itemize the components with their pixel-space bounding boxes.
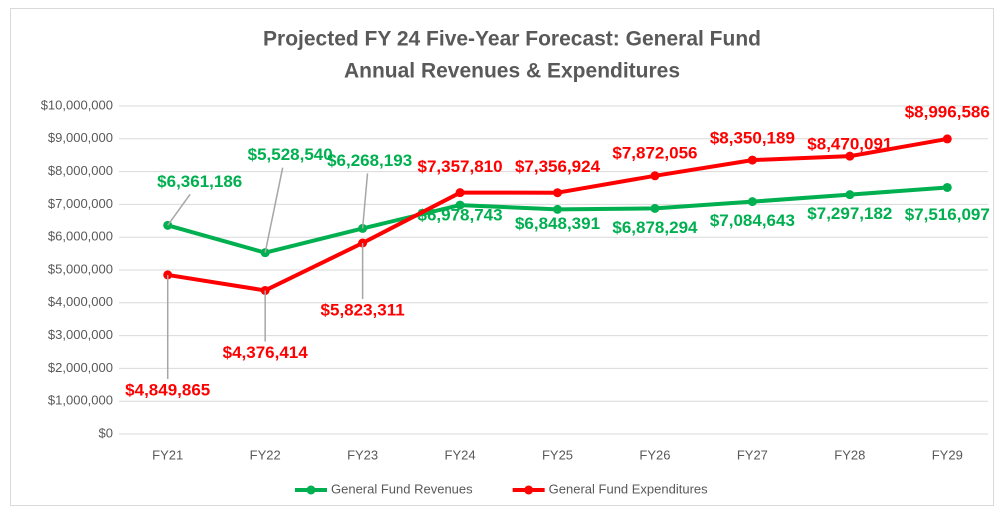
point	[553, 204, 562, 214]
data-label: $7,297,182	[807, 204, 892, 223]
data-label: $7,084,643	[710, 211, 795, 230]
y-tick-label: $3,000,000	[48, 327, 113, 342]
y-tick-label: $4,000,000	[48, 294, 113, 309]
point	[553, 188, 562, 198]
point	[942, 134, 952, 144]
x-tick-label: FY23	[347, 447, 378, 462]
x-tick-label: FY25	[542, 447, 573, 462]
y-tick-label: $9,000,000	[48, 130, 113, 145]
y-tick-label: $10,000,000	[41, 97, 113, 112]
data-label: $6,878,294	[612, 218, 698, 237]
point	[942, 182, 952, 192]
data-label: $7,356,924	[515, 157, 601, 176]
point	[455, 188, 465, 198]
data-label: $4,849,865	[125, 380, 210, 399]
data-label: $5,528,540	[248, 145, 333, 164]
point	[650, 171, 660, 181]
point	[845, 151, 855, 161]
x-tick-label: FY28	[834, 447, 865, 462]
data-label: $8,996,586	[905, 102, 990, 121]
x-tick-label: FY24	[445, 447, 476, 462]
data-label: $6,848,391	[515, 214, 600, 233]
leader-line	[167, 193, 191, 226]
y-tick-label: $8,000,000	[48, 163, 113, 178]
leader-line	[361, 173, 369, 229]
legend-label: General Fund Revenues	[331, 481, 473, 496]
data-label: $6,268,193	[327, 151, 412, 170]
data-label: $6,361,186	[157, 172, 242, 191]
data-label: $4,376,414	[223, 343, 309, 362]
data-label: $8,350,189	[710, 129, 795, 148]
leader-line	[264, 167, 284, 253]
point	[455, 200, 465, 210]
data-label: $6,978,743	[418, 206, 503, 225]
y-tick-label: $6,000,000	[48, 229, 113, 244]
y-tick-label: $7,000,000	[48, 196, 113, 211]
legend-marker	[524, 485, 534, 495]
point	[845, 190, 855, 200]
data-label: $7,357,810	[418, 157, 503, 176]
x-tick-label: FY26	[639, 447, 670, 462]
data-label: $5,823,311	[321, 300, 405, 319]
y-tick-label: $5,000,000	[48, 261, 113, 276]
chart-border	[10, 8, 994, 506]
y-tick-label: $1,000,000	[48, 393, 113, 408]
data-label: $8,470,091	[807, 135, 892, 154]
y-tick-label: $0	[99, 425, 113, 440]
point	[747, 155, 757, 165]
y-tick-label: $2,000,000	[48, 360, 113, 375]
legend-marker	[306, 485, 316, 495]
x-tick-label: FY27	[737, 447, 768, 462]
legend-label: General Fund Expenditures	[549, 481, 708, 496]
x-tick-label: FY21	[152, 447, 183, 462]
data-label: $7,516,097	[905, 205, 990, 224]
point	[650, 203, 660, 213]
chart-subtitle: Annual Revenues & Expenditures	[344, 60, 680, 83]
x-tick-label: FY22	[250, 447, 281, 462]
data-label: $7,872,056	[612, 143, 697, 162]
point	[747, 197, 757, 207]
chart-title: Projected FY 24 Five-Year Forecast: Gene…	[263, 28, 761, 51]
x-tick-label: FY29	[932, 447, 963, 462]
